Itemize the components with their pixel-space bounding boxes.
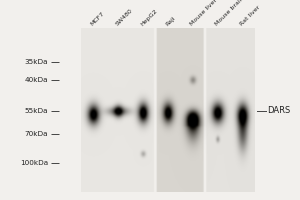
Text: Mouse liver: Mouse liver [189, 0, 218, 27]
Text: Rat liver: Rat liver [239, 5, 261, 27]
Text: DARS: DARS [268, 106, 291, 115]
Text: 35kDa: 35kDa [25, 59, 48, 65]
Text: 40kDa: 40kDa [25, 77, 48, 83]
Text: 100kDa: 100kDa [20, 160, 48, 166]
Text: Mouse brain: Mouse brain [214, 0, 245, 27]
Text: SW480: SW480 [115, 8, 134, 27]
Text: HepG2: HepG2 [140, 8, 158, 27]
Text: Raji: Raji [164, 15, 176, 27]
Text: 55kDa: 55kDa [25, 108, 48, 114]
Text: 70kDa: 70kDa [25, 131, 48, 137]
Text: MCF7: MCF7 [90, 11, 106, 27]
